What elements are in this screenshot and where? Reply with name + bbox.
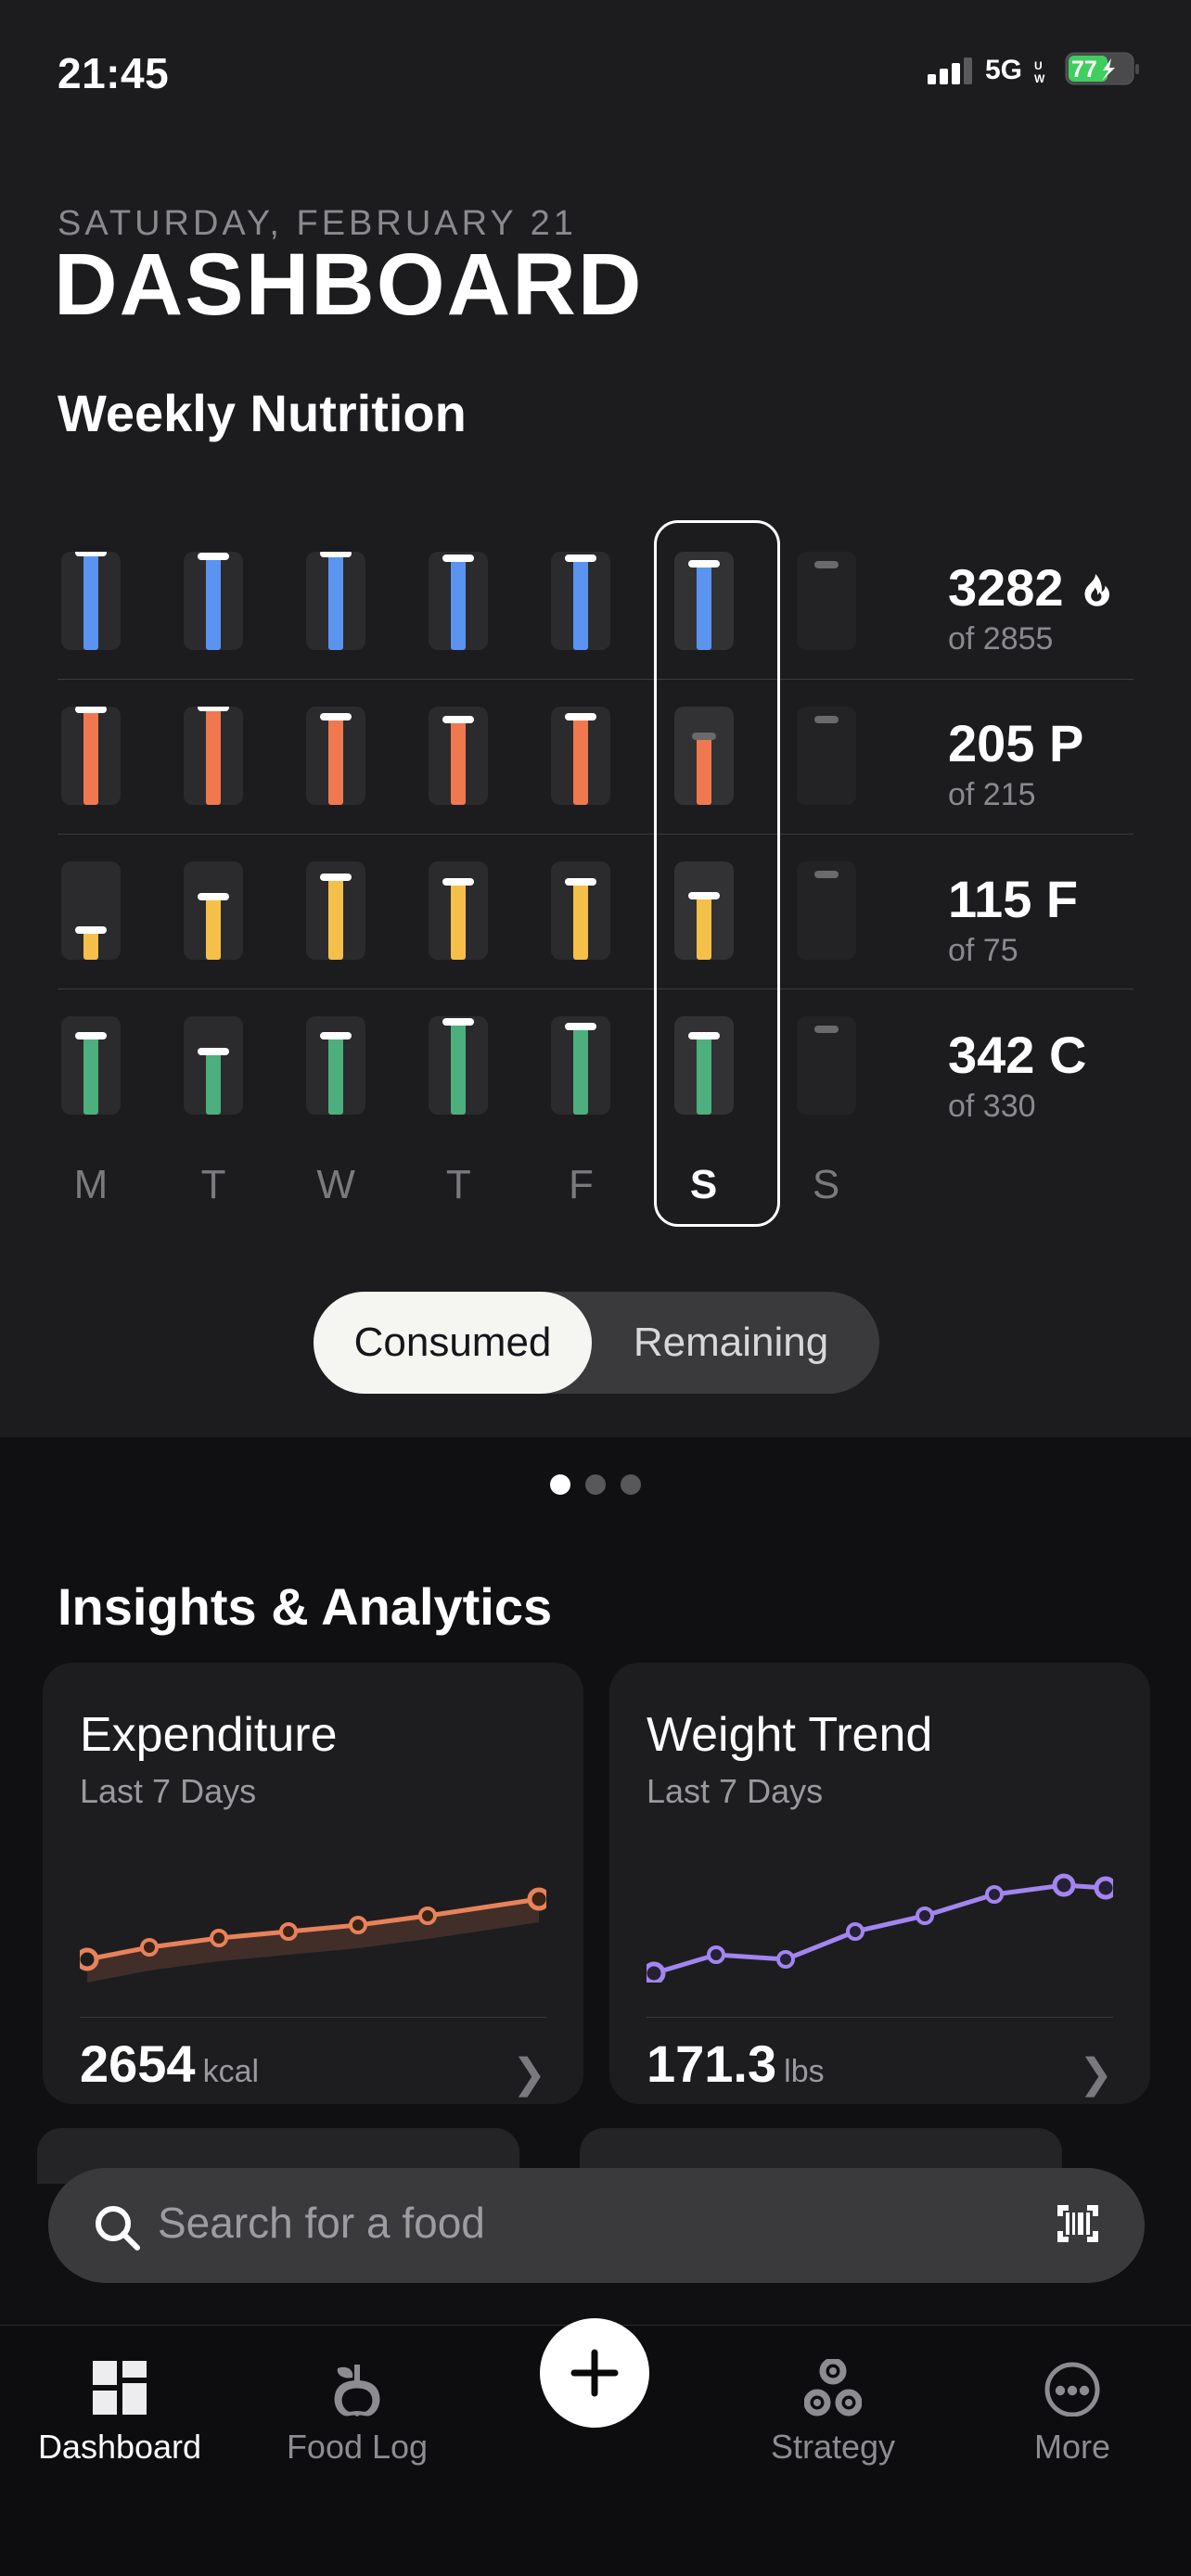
svg-text:5G: 5G <box>985 57 1022 84</box>
svg-text:77: 77 <box>1071 57 1097 83</box>
svg-text:U: U <box>1034 59 1043 72</box>
svg-text:W: W <box>1034 72 1045 84</box>
